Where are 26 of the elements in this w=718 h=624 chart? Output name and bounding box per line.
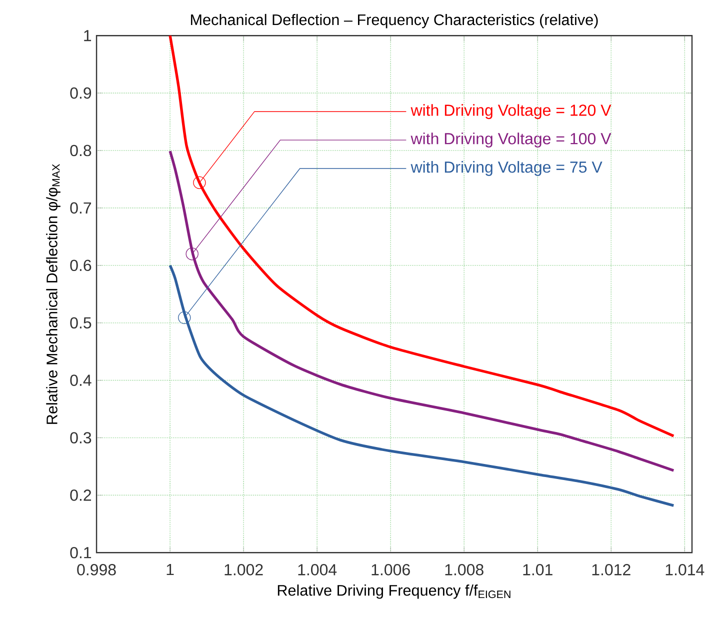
x-tick-label: 0.998	[77, 564, 116, 576]
y-tick-label: 0.4	[70, 374, 92, 386]
y-tick-label: 0.3	[70, 432, 92, 444]
x-tick-label: 1.004	[298, 564, 337, 576]
y-tick-label: 0.9	[70, 87, 92, 99]
x-tick-label: 1.012	[592, 564, 630, 576]
x-axis-title: Relative Driving Frequency f/f$_{EIGEN}$	[278, 584, 510, 599]
y-tick-label: 0.1	[70, 546, 92, 558]
y-tick-label: 1	[84, 30, 92, 42]
y-tick-label: 0.7	[70, 202, 92, 214]
x-tick-label: 1.002	[224, 564, 263, 576]
x-tick-label: 1	[166, 564, 174, 576]
y-tick-label: 0.2	[70, 490, 92, 501]
y-tick-label: 0.6	[70, 260, 92, 272]
chart-title: Mechanical Deflection – Frequency Characteristics (relative)	[191, 14, 598, 28]
x-tick-label: 1.008	[445, 564, 484, 576]
annotation: with Driving Voltage = 75 V	[410, 161, 602, 176]
annotation: with Driving Voltage = 100 V	[410, 132, 612, 148]
x-tick-label: 1.014	[666, 564, 704, 576]
y-tick-label: 0.5	[70, 317, 92, 329]
y-tick-label: 0.8	[70, 144, 92, 156]
x-tick-label: 1.006	[372, 564, 410, 576]
y-axis-title: Relative Mechanical Deflection φ/φ$_{MAX}$	[46, 164, 60, 424]
line-series	[168, 34, 675, 438]
annotation: with Driving Voltage = 120 V	[410, 104, 612, 120]
x-tick-label: 1.01	[523, 564, 552, 576]
